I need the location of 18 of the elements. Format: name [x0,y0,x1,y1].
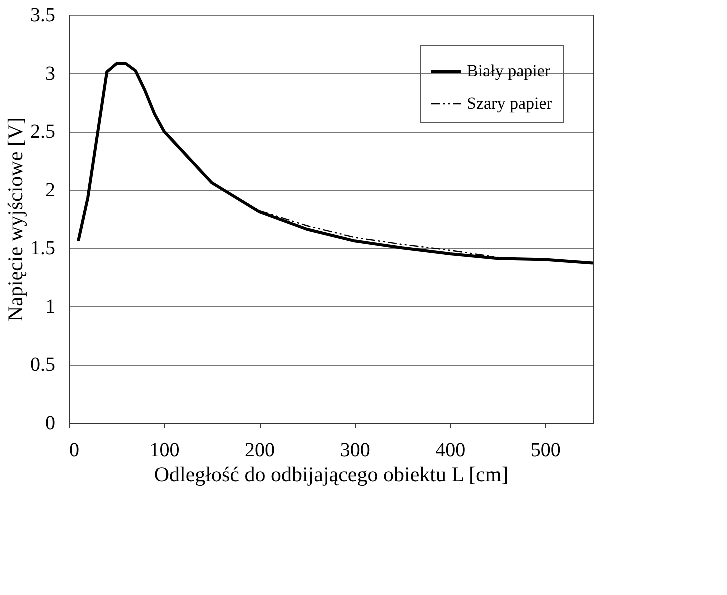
y-tick-label: 0 [46,412,56,434]
x-tick-label: 200 [245,440,276,462]
y-axis-title: Napięcie wyjściowe [V] [4,117,28,322]
y-tick-label: 0.5 [30,354,56,376]
y-tick-label: 1.5 [30,238,56,260]
y-tick-label: 1 [46,296,56,318]
legend-label: Biały papier [467,62,551,80]
y-tick-label: 2 [46,179,56,202]
x-tick-label: 100 [150,440,180,462]
x-tick-label: 500 [530,440,561,462]
y-tick-label: 3 [46,62,56,85]
legend-label: Szary papier [467,94,553,113]
y-tick-label: 3.5 [30,4,56,26]
x-tick-label: 0 [70,440,80,462]
x-tick-label: 300 [340,440,370,462]
x-axis-title: Odległość do odbijającego obiektu L [cm] [154,462,509,486]
x-tick-label: 400 [436,440,466,462]
y-tick-label: 2.5 [30,121,56,144]
